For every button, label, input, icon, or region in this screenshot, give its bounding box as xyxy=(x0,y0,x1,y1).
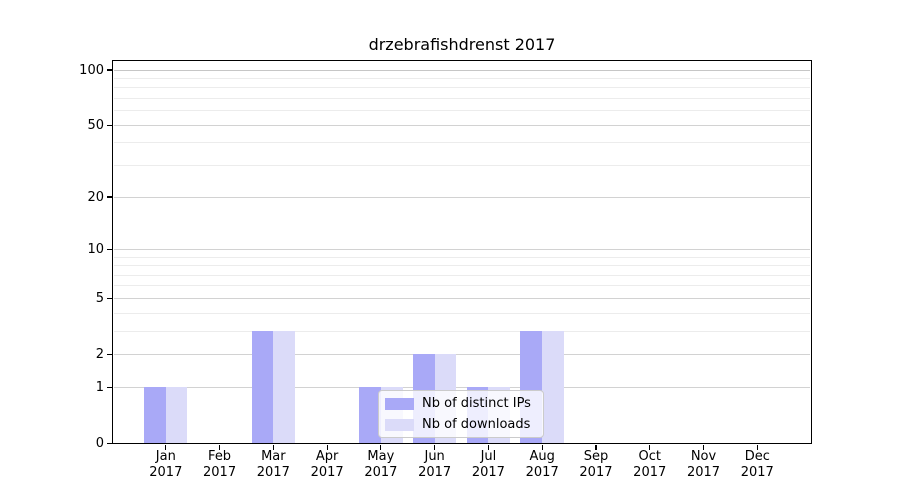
y-tick-mark xyxy=(107,353,113,356)
gridline-minor xyxy=(114,87,810,89)
plot-frame xyxy=(112,59,812,445)
y-tick-mark xyxy=(107,124,113,126)
x-tick-label: Jan 2017 xyxy=(133,449,199,482)
x-tick-mark xyxy=(434,444,436,450)
legend-swatch-downloads xyxy=(385,418,414,431)
x-tick-month: Dec xyxy=(744,448,770,464)
legend-label-downloads: Nb of downloads xyxy=(422,417,531,432)
x-tick-label: Dec 2017 xyxy=(724,449,790,482)
x-tick-label: Feb 2017 xyxy=(187,449,253,482)
x-tick-label: Aug 2017 xyxy=(509,449,575,482)
y-tick-label: 2 xyxy=(95,346,104,362)
bar-nb-of-distinct-ips xyxy=(251,331,274,444)
legend: Nb of distinct IPs Nb of downloads xyxy=(378,390,544,438)
x-tick-month: Oct xyxy=(638,448,661,464)
y-tick-mark xyxy=(107,386,113,388)
bar-nb-of-distinct-ips xyxy=(359,387,381,444)
x-tick-mark xyxy=(487,444,489,450)
x-tick-label: Apr 2017 xyxy=(294,449,360,482)
x-tick-year: 2017 xyxy=(149,465,183,480)
y-tick-mark xyxy=(107,248,113,250)
y-tick-mark xyxy=(107,196,113,198)
x-tick-month: Jan xyxy=(155,448,176,464)
gridline-minor xyxy=(114,330,810,332)
gridline-major xyxy=(114,196,810,198)
legend-item-downloads: Nb of downloads xyxy=(385,415,543,434)
x-tick-year: 2017 xyxy=(579,465,613,480)
x-tick-month: Jun xyxy=(424,448,445,464)
legend-item-distinct-ips: Nb of distinct IPs xyxy=(385,394,543,413)
bar-nb-of-downloads xyxy=(165,387,188,444)
x-tick-month: Sep xyxy=(583,448,609,464)
y-tick-label: 20 xyxy=(87,189,104,205)
x-tick-year: 2017 xyxy=(203,465,237,480)
x-tick-mark xyxy=(326,444,328,450)
x-tick-month: Mar xyxy=(261,448,286,464)
gridline-minor xyxy=(114,256,810,258)
x-tick-year: 2017 xyxy=(256,465,290,480)
gridline-major xyxy=(114,248,810,250)
gridline-minor xyxy=(114,98,810,99)
gridline-minor xyxy=(114,274,810,276)
x-tick-label: Sep 2017 xyxy=(563,449,629,482)
x-tick-year: 2017 xyxy=(310,465,344,480)
x-tick-mark xyxy=(218,444,221,450)
x-tick-month: Feb xyxy=(208,448,232,464)
x-tick-year: 2017 xyxy=(686,465,721,480)
y-tick-label: 5 xyxy=(95,290,104,306)
x-tick-label: Jun 2017 xyxy=(402,449,468,482)
gridline-major xyxy=(114,297,810,299)
gridline-major xyxy=(114,353,810,355)
x-tick-year: 2017 xyxy=(364,465,398,480)
x-tick-month: Jul xyxy=(480,448,497,464)
bar-nb-of-downloads xyxy=(542,331,564,444)
chart-title: drzebrafishdrenst 2017 xyxy=(368,35,556,54)
x-tick-label: May 2017 xyxy=(348,449,414,482)
x-tick-year: 2017 xyxy=(471,465,505,480)
x-tick-month: May xyxy=(367,448,395,464)
y-tick-label: 10 xyxy=(87,241,104,257)
y-tick-mark xyxy=(107,297,113,299)
x-tick-mark xyxy=(541,444,543,450)
y-tick-mark xyxy=(107,69,113,71)
x-tick-month: Nov xyxy=(690,448,717,464)
gridline-minor xyxy=(114,312,810,314)
gridline-major xyxy=(114,124,810,126)
y-tick-label: 50 xyxy=(87,117,104,133)
gridline-major xyxy=(114,386,810,388)
x-tick-mark xyxy=(272,444,274,450)
gridline-minor xyxy=(114,77,810,79)
gridline-major xyxy=(114,69,810,71)
legend-swatch-distinct-ips xyxy=(385,397,414,410)
gridline-minor xyxy=(114,110,810,112)
x-tick-label: Jul 2017 xyxy=(455,449,521,482)
y-tick-mark xyxy=(107,442,113,444)
y-tick-label: 1 xyxy=(95,379,104,395)
x-tick-year: 2017 xyxy=(525,465,559,480)
x-tick-mark xyxy=(165,444,167,450)
x-tick-mark xyxy=(756,444,758,450)
bar-nb-of-distinct-ips xyxy=(144,387,166,444)
x-tick-label: Oct 2017 xyxy=(617,449,683,482)
y-tick-label: 0 xyxy=(95,435,104,451)
x-tick-year: 2017 xyxy=(418,465,452,480)
gridline-minor xyxy=(114,142,810,144)
gridline-minor xyxy=(114,165,810,167)
gridline-minor xyxy=(114,265,810,267)
bar-nb-of-downloads xyxy=(273,331,296,444)
x-tick-label: Nov 2017 xyxy=(671,449,737,482)
x-tick-year: 2017 xyxy=(633,465,667,480)
gridline-minor xyxy=(114,285,810,287)
x-tick-month: Aug xyxy=(529,448,555,464)
x-tick-month: Apr xyxy=(315,448,339,464)
x-tick-label: Mar 2017 xyxy=(240,449,306,482)
legend-label-distinct-ips: Nb of distinct IPs xyxy=(422,396,531,411)
x-tick-mark xyxy=(649,444,651,450)
x-tick-mark xyxy=(702,444,705,450)
x-tick-mark xyxy=(380,444,382,450)
y-tick-label: 100 xyxy=(79,62,104,78)
x-tick-mark xyxy=(595,444,597,450)
x-tick-year: 2017 xyxy=(740,465,774,480)
